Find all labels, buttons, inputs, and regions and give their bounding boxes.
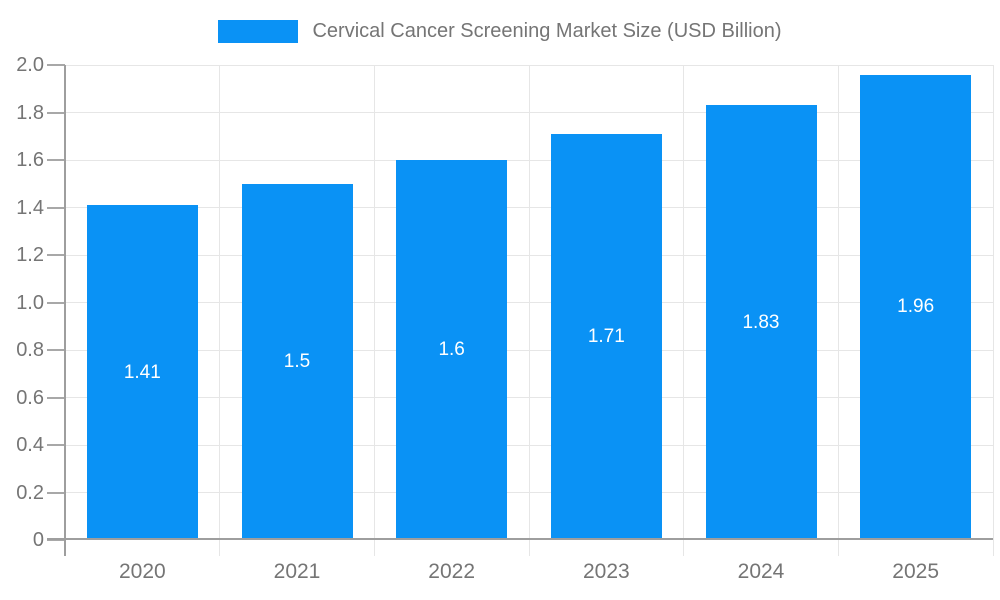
bar-2025[interactable]: [860, 74, 972, 540]
y-axis-label: 0.4: [16, 434, 44, 456]
x-axis-label-2021: 2021: [273, 560, 321, 583]
y-axis-label: 1.6: [16, 149, 44, 171]
y-axis-label: 2.0: [16, 54, 44, 76]
y-tick: [47, 396, 65, 399]
gridline-vertical: [992, 65, 994, 556]
x-axis-label-2020: 2020: [118, 560, 166, 583]
x-axis-label-2024: 2024: [737, 560, 785, 583]
y-axis-label: 1.4: [16, 196, 44, 219]
y-axis-label: 1.2: [16, 244, 44, 266]
y-tick: [47, 254, 65, 256]
bar-value-label-2020: 1.41: [123, 361, 161, 383]
y-tick: [47, 111, 65, 114]
bar-value-label-2023: 1.71: [587, 325, 625, 347]
x-axis-line: [47, 538, 993, 540]
bar-2023[interactable]: [550, 133, 662, 540]
x-axis-label-2025: 2025: [892, 560, 940, 583]
gridline-vertical: [373, 65, 375, 556]
y-axis-label: 1.0: [16, 291, 44, 314]
y-axis-label: 0.6: [16, 386, 44, 409]
y-tick: [47, 444, 65, 446]
bar-value-label-2022: 1.6: [438, 339, 465, 360]
chart-legend[interactable]: Cervical Cancer Screening Market Size (U…: [0, 19, 1000, 43]
bar-value-label-2024: 1.83: [742, 311, 780, 333]
gridline-vertical: [219, 65, 221, 556]
y-tick: [47, 539, 65, 541]
y-axis-line: [64, 65, 66, 556]
bar-2024[interactable]: [705, 105, 817, 540]
gridline-vertical: [683, 65, 685, 556]
y-tick: [47, 159, 65, 161]
y-tick: [47, 206, 65, 209]
bar-2020[interactable]: [86, 205, 198, 540]
legend-label: Cervical Cancer Screening Market Size (U…: [312, 20, 782, 42]
bar-value-label-2025: 1.96: [897, 296, 935, 318]
gridline-vertical: [837, 65, 839, 556]
x-axis-label-2023: 2023: [582, 560, 630, 583]
gridline-vertical: [528, 65, 530, 556]
bar-2021[interactable]: [241, 183, 353, 540]
y-tick: [47, 64, 65, 66]
y-axis-label: 1.8: [16, 101, 44, 124]
x-axis-label-2022: 2022: [428, 560, 476, 583]
y-axis-labels: 0 0.2 0.4 0.6 0.8 1.0 1.2 1.4 1.6 1.8 2.0: [0, 54, 44, 551]
bar-value-label-2021: 1.5: [283, 350, 311, 372]
y-axis-label: 0.2: [16, 481, 44, 504]
y-tick: [47, 349, 65, 351]
y-tick: [47, 491, 65, 494]
y-tick: [47, 301, 65, 304]
y-axis-label: 0: [32, 529, 44, 551]
plot-area: 1.41 1.5 1.6 1.71 1.83 1.96: [47, 64, 994, 556]
x-axis-labels: 2020 2021 2022 2023 2024 2025: [65, 559, 993, 589]
legend-swatch-icon: [218, 19, 299, 43]
y-axis-label: 0.8: [16, 339, 44, 361]
bar-2022[interactable]: [396, 160, 508, 540]
